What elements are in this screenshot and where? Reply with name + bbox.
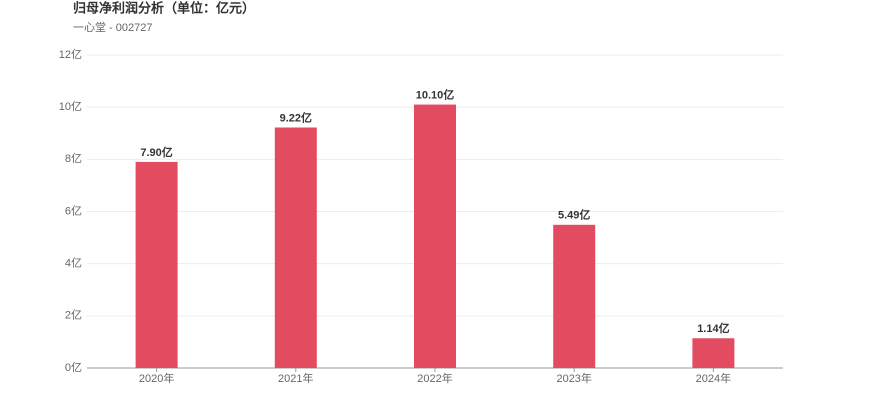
bar xyxy=(274,127,317,369)
x-tick-label: 2021年 xyxy=(278,371,313,385)
y-tick-label: 0亿 xyxy=(65,361,82,374)
value-label: 9.22亿 xyxy=(280,110,312,124)
value-label: 7.90亿 xyxy=(140,145,172,159)
y-tick-label: 12亿 xyxy=(59,48,82,61)
bar xyxy=(692,338,735,368)
bar xyxy=(135,161,178,368)
value-label: 10.10亿 xyxy=(416,87,455,101)
bar xyxy=(414,104,456,368)
x-tick-label: 2022年 xyxy=(417,371,452,385)
chart-subtitle: 一心堂 - 002727 xyxy=(73,21,152,34)
bar xyxy=(553,224,596,368)
y-tick-label: 2亿 xyxy=(65,309,82,322)
x-tick-label: 2020年 xyxy=(139,371,174,385)
x-tick-label: 2024年 xyxy=(696,371,731,385)
value-label: 1.14亿 xyxy=(697,321,729,335)
value-label: 5.49亿 xyxy=(558,208,590,222)
y-tick-label: 8亿 xyxy=(65,152,82,165)
y-tick-label: 4亿 xyxy=(65,257,82,270)
y-tick-label: 10亿 xyxy=(59,100,82,113)
x-tick-label: 2023年 xyxy=(556,371,591,385)
y-tick-label: 6亿 xyxy=(65,204,82,217)
chart-title: 归母净利润分析（单位：亿元） xyxy=(73,0,255,15)
